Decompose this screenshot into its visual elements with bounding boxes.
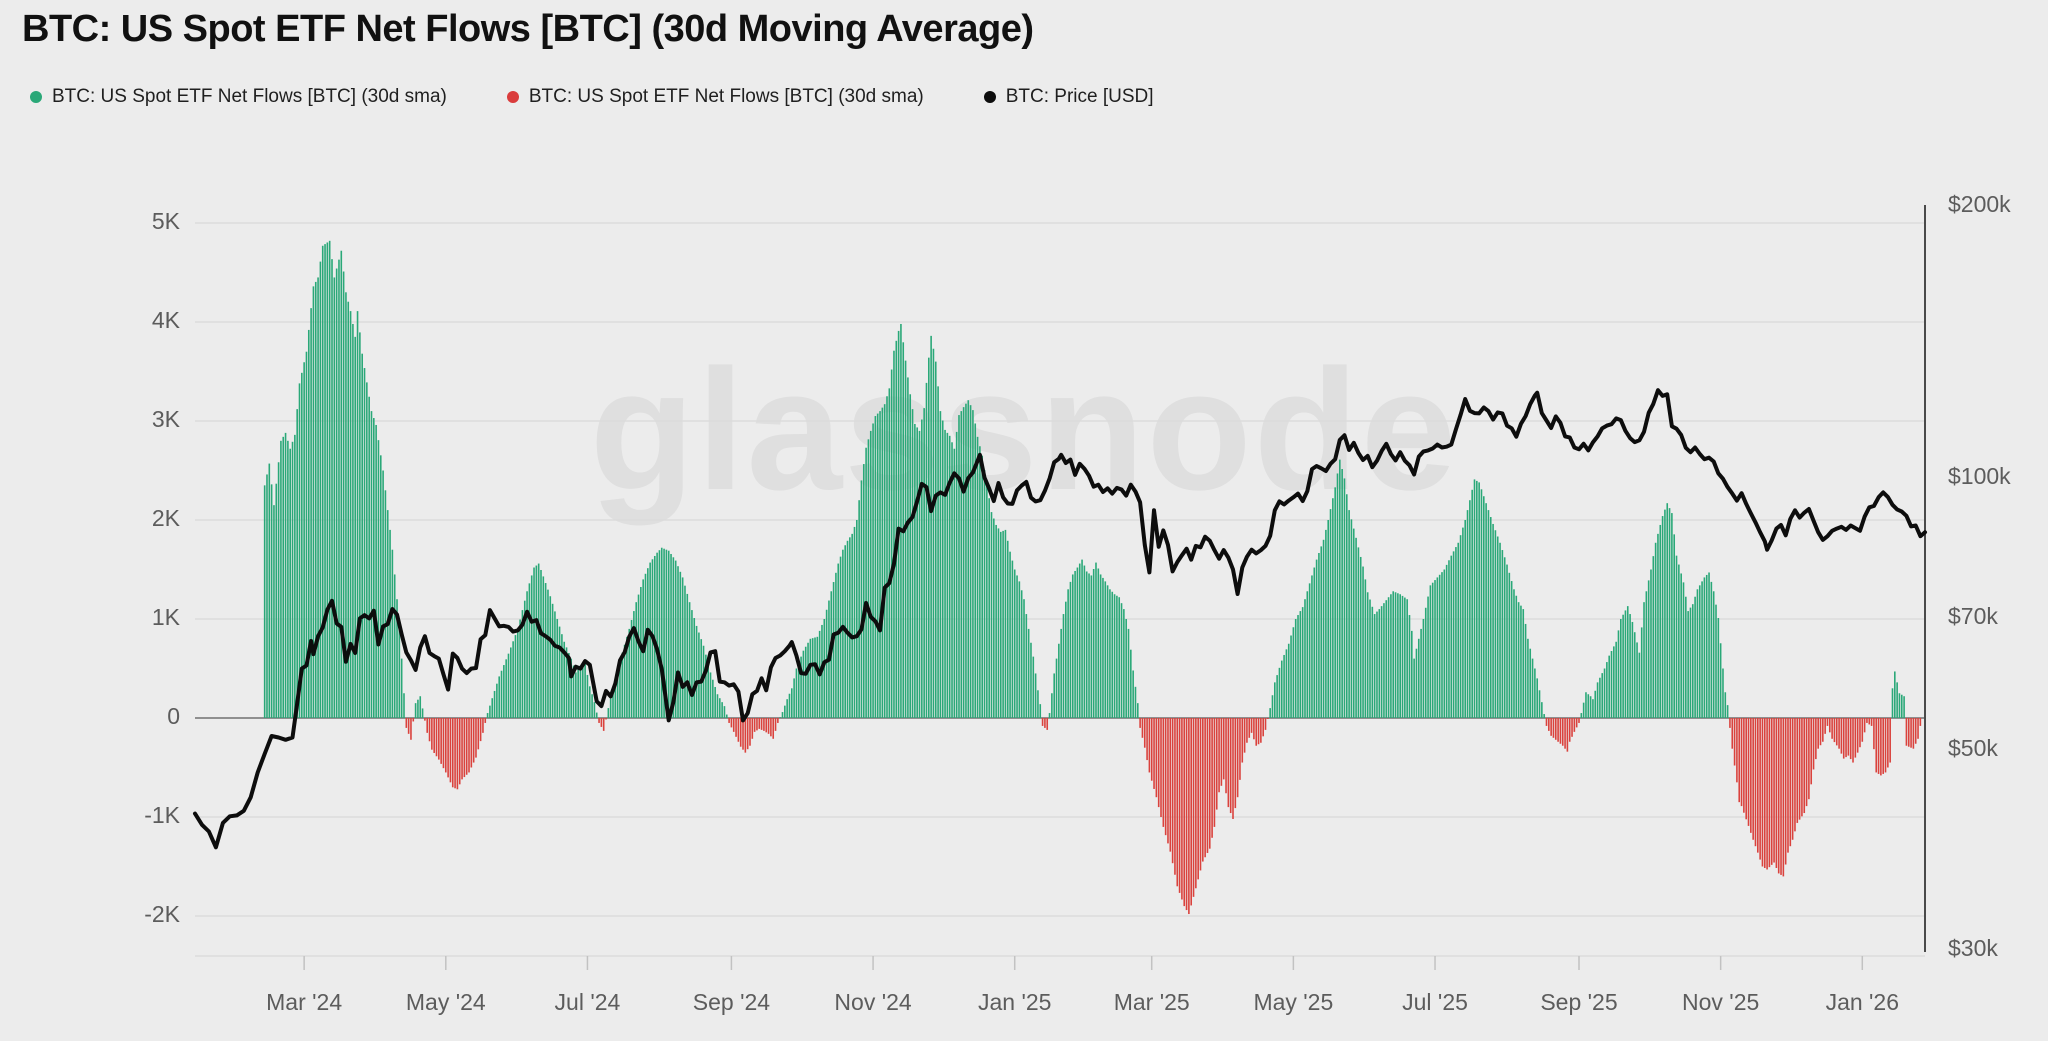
left-axis-tick: 3K xyxy=(152,406,181,432)
x-axis-tick: Nov '25 xyxy=(1682,989,1759,1015)
right-axis-tick: $30k xyxy=(1948,935,1998,961)
left-axis-tick: 5K xyxy=(152,208,181,234)
legend-item-inflows[interactable]: BTC: US Spot ETF Net Flows [BTC] (30d sm… xyxy=(30,86,447,108)
legend-item-outflows[interactable]: BTC: US Spot ETF Net Flows [BTC] (30d sm… xyxy=(506,86,924,108)
x-axis-tick: Jan '25 xyxy=(978,989,1051,1015)
right-axis-tick: $100k xyxy=(1948,463,2011,489)
left-axis-tick: -1K xyxy=(144,802,180,828)
x-axis-tick: May '25 xyxy=(1253,989,1333,1015)
x-axis-tick: Jul '25 xyxy=(1402,989,1468,1015)
x-axis-tick: Mar '24 xyxy=(266,989,342,1015)
chart-title: BTC: US Spot ETF Net Flows [BTC] (30d Mo… xyxy=(22,8,1034,50)
green-dot-icon xyxy=(30,91,42,103)
legend-label: BTC: US Spot ETF Net Flows [BTC] (30d sm… xyxy=(528,86,924,107)
netflow-bars xyxy=(263,240,1922,915)
left-axis-tick: 0 xyxy=(167,703,180,729)
right-axis-tick: $50k xyxy=(1948,735,1998,761)
red-dot-icon xyxy=(506,91,519,103)
right-axis-tick: $200k xyxy=(1948,191,2011,217)
chart-legend: BTC: US Spot ETF Net Flows [BTC] (30d sm… xyxy=(30,86,1154,108)
legend-item-price[interactable]: BTC: Price [USD] xyxy=(983,86,1154,108)
x-axis-tick: Jan '26 xyxy=(1826,989,1899,1015)
black-dot-icon xyxy=(983,91,996,103)
x-axis-tick: May '24 xyxy=(406,989,486,1015)
legend-label: BTC: US Spot ETF Net Flows [BTC] (30d sm… xyxy=(52,86,447,107)
price-line xyxy=(193,388,1927,850)
left-axis-tick: -2K xyxy=(144,901,180,927)
x-axis-tick: Sep '25 xyxy=(1540,989,1617,1015)
left-axis-tick: 1K xyxy=(152,604,181,630)
axis-labels: 5K 4K 3K 2K 1K 0 -1K -2K $200k $100k $70k $50k $30k M… xyxy=(144,191,2011,1015)
x-axis-tick: Sep '24 xyxy=(693,989,770,1015)
legend-label: BTC: Price [USD] xyxy=(1005,86,1154,107)
left-axis-tick: 4K xyxy=(152,307,181,333)
x-axis-tick: Nov '24 xyxy=(834,989,911,1015)
x-axis-tick: Jul '24 xyxy=(555,989,621,1015)
x-axis-tick: Mar '25 xyxy=(1114,989,1190,1015)
right-axis-tick: $70k xyxy=(1948,603,1998,629)
left-axis-tick: 2K xyxy=(152,505,181,531)
